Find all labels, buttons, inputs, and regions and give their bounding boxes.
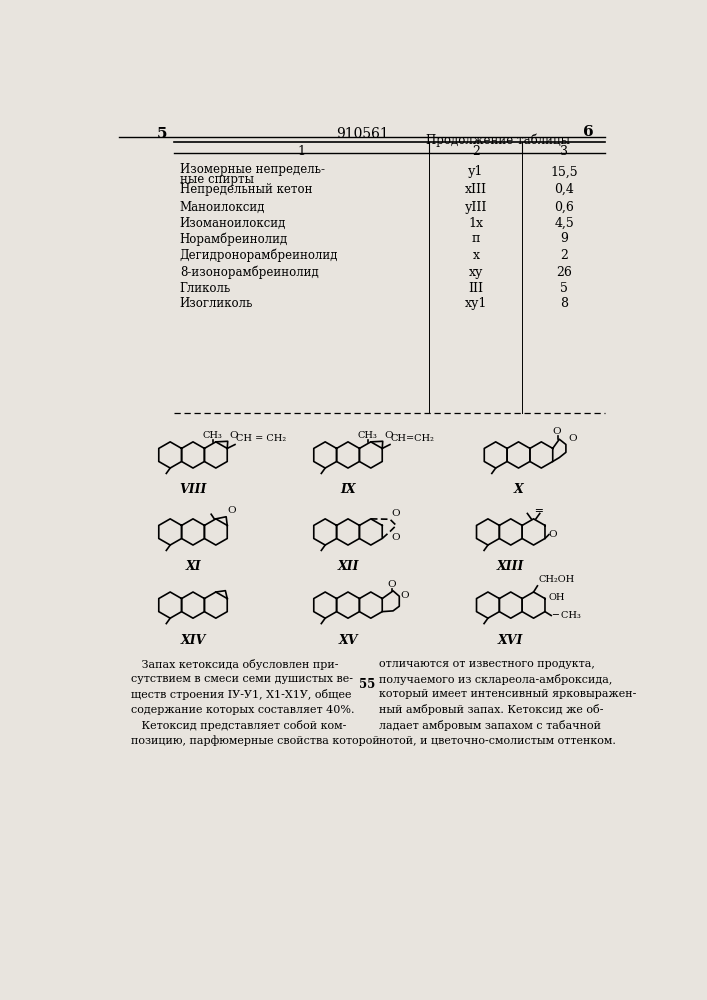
Text: XI: XI: [185, 560, 201, 573]
Text: Изомерные непредель-: Изомерные непредель-: [180, 163, 325, 176]
Text: XVI: XVI: [498, 634, 523, 647]
Text: O: O: [552, 427, 561, 436]
Text: IX: IX: [340, 483, 356, 496]
Text: X: X: [513, 483, 523, 496]
Text: 2: 2: [560, 249, 568, 262]
Text: O: O: [568, 434, 577, 443]
Text: х: х: [472, 249, 479, 262]
Text: O: O: [392, 533, 400, 542]
Text: O: O: [392, 509, 400, 518]
Text: XIV: XIV: [180, 634, 206, 647]
Text: 2: 2: [472, 145, 480, 158]
Text: Непредельный кетон: Непредельный кетон: [180, 183, 312, 196]
Text: ху: ху: [469, 266, 483, 279]
Text: отличаются от известного продукта,
получаемого из склареола-амброксида,
который : отличаются от известного продукта, получ…: [379, 659, 636, 746]
Text: Гликоль: Гликоль: [180, 282, 231, 295]
Text: 55: 55: [359, 678, 375, 691]
Text: CH = CH₂: CH = CH₂: [235, 434, 286, 443]
Text: 5: 5: [157, 127, 168, 141]
Text: Изоманоилоксид: Изоманоилоксид: [180, 217, 286, 230]
Text: CH₃: CH₃: [357, 431, 377, 440]
Text: ─ CH₃: ─ CH₃: [552, 611, 581, 620]
Text: O: O: [227, 506, 235, 515]
Text: 8-изонорамбреинолид: 8-изонорамбреинолид: [180, 266, 319, 279]
Text: Маноилоксид: Маноилоксид: [180, 201, 265, 214]
Text: 6: 6: [583, 125, 594, 139]
Text: 1х: 1х: [468, 217, 484, 230]
Text: 4,5: 4,5: [554, 217, 574, 230]
Text: 1: 1: [298, 145, 305, 158]
Text: 0,6: 0,6: [554, 201, 574, 214]
Text: OH: OH: [549, 593, 566, 602]
Text: 26: 26: [556, 266, 572, 279]
Text: 0,4: 0,4: [554, 183, 574, 196]
Text: 9: 9: [560, 232, 568, 245]
Text: 3: 3: [560, 145, 568, 158]
Text: 5: 5: [560, 282, 568, 295]
Text: VIII: VIII: [180, 483, 206, 496]
Text: XII: XII: [337, 560, 358, 573]
Text: Продолжение таблицы: Продолжение таблицы: [426, 134, 570, 147]
Text: Норамбреинолид: Норамбреинолид: [180, 232, 288, 246]
Text: CH₃: CH₃: [202, 431, 222, 440]
Text: хIII: хIII: [465, 183, 487, 196]
Text: ху1: ху1: [464, 297, 487, 310]
Text: III: III: [468, 282, 484, 295]
Text: ═: ═: [535, 505, 542, 515]
Text: XIII: XIII: [497, 560, 525, 573]
Text: Запах кетоксида обусловлен при-
сутствием в смеси семи душистых ве-
ществ строен: Запах кетоксида обусловлен при- сутствие…: [131, 659, 380, 746]
Text: 910561: 910561: [337, 127, 389, 141]
Text: 8: 8: [560, 297, 568, 310]
Text: XV: XV: [338, 634, 358, 647]
Text: ные спирты: ные спирты: [180, 173, 254, 186]
Text: у1: у1: [468, 165, 484, 178]
Text: CH₂OH: CH₂OH: [538, 575, 575, 584]
Text: O: O: [229, 431, 238, 440]
Text: O: O: [401, 591, 409, 600]
Text: O: O: [385, 431, 393, 440]
Text: п: п: [472, 232, 480, 245]
Text: Дегидронорамбреинолид: Дегидронорамбреинолид: [180, 249, 339, 262]
Text: уIII: уIII: [464, 201, 487, 214]
Text: O: O: [549, 530, 558, 539]
Text: O: O: [387, 580, 396, 589]
Text: Изогликоль: Изогликоль: [180, 297, 253, 310]
Text: 15,5: 15,5: [551, 165, 578, 178]
Text: CH=CH₂: CH=CH₂: [391, 434, 435, 443]
